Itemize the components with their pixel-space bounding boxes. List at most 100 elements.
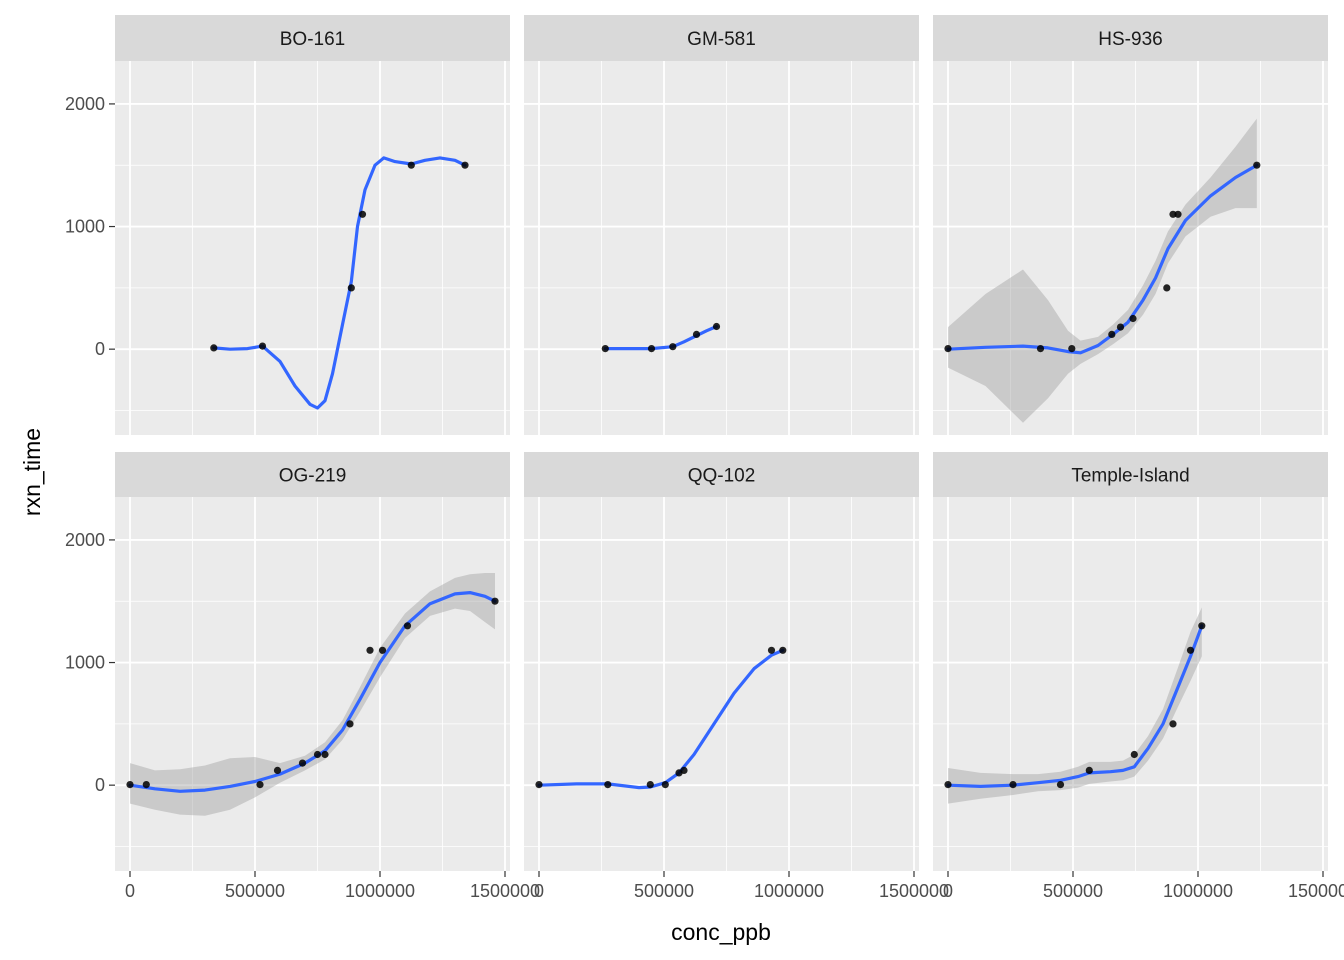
data-point-hs-936-2 — [1068, 345, 1076, 353]
facet-strip-og-219 — [115, 452, 510, 497]
y-tick-label: 2000 — [65, 94, 105, 114]
data-point-temple-island-0 — [944, 781, 952, 789]
data-point-qq-102-1 — [604, 781, 612, 789]
panel-background-qq-102 — [524, 497, 919, 871]
facet-strip-label-hs-936: HS-936 — [1098, 29, 1162, 50]
facet-strip-label-bo-161: BO-161 — [280, 29, 345, 50]
data-point-og-219-7 — [346, 720, 354, 728]
x-tick-label: 500000 — [225, 881, 285, 901]
x-tick-label: 1000000 — [345, 881, 415, 901]
facet-strip-label-qq-102: QQ-102 — [688, 466, 756, 487]
x-tick-label: 1000000 — [754, 881, 824, 901]
data-point-og-219-11 — [491, 597, 499, 605]
smooth-line-og-219 — [128, 591, 497, 793]
panel-background-temple-island — [933, 497, 1328, 871]
x-tick-label: 500000 — [1043, 881, 1103, 901]
panel-background-bo-161 — [115, 61, 510, 435]
smooth-line-temple-island — [946, 624, 1204, 788]
smooth-line-bo-161 — [212, 156, 467, 410]
data-point-temple-island-4 — [1130, 750, 1138, 759]
data-point-hs-936-4 — [1116, 323, 1125, 331]
data-point-og-219-3 — [273, 766, 282, 775]
data-point-qq-102-3 — [661, 781, 669, 789]
data-point-temple-island-6 — [1186, 646, 1195, 654]
data-point-gm-581-3 — [692, 330, 701, 338]
data-point-temple-island-1 — [1009, 781, 1017, 789]
gridlines-hs-936 — [933, 61, 1328, 435]
x-tick-label: 0 — [125, 881, 135, 901]
facet-bo-161: BO-161 — [115, 15, 510, 435]
data-point-temple-island-7 — [1198, 622, 1206, 630]
gridlines-gm-581 — [524, 61, 919, 435]
data-point-hs-936-7 — [1169, 210, 1177, 218]
y-axis-title: rxn_time — [19, 428, 45, 516]
facet-strip-qq-102 — [524, 452, 919, 497]
facet-qq-102: QQ-102 — [524, 452, 919, 871]
data-point-qq-102-0 — [535, 781, 543, 789]
data-point-og-219-4 — [298, 759, 307, 767]
data-point-qq-102-6 — [767, 646, 776, 654]
data-point-hs-936-5 — [1129, 314, 1137, 323]
data-point-bo-161-4 — [407, 161, 415, 169]
data-point-temple-island-3 — [1085, 766, 1093, 775]
data-point-hs-936-1 — [1036, 345, 1045, 353]
data-point-bo-161-2 — [347, 284, 355, 292]
data-point-temple-island-5 — [1169, 720, 1177, 728]
facet-strip-label-temple-island: Temple-Island — [1071, 466, 1189, 487]
x-axis-title: conc_ppb — [671, 919, 771, 945]
facet-panels: BO-161 GM-581 HS-936 OG-219 QQ-102 Temple-Isl… — [115, 15, 1328, 871]
facet-strip-bo-161 — [115, 15, 510, 61]
x-tick-label: 1500000 — [879, 881, 949, 901]
data-point-qq-102-5 — [680, 766, 688, 775]
gridlines-temple-island — [933, 497, 1328, 871]
facet-strip-label-og-219: OG-219 — [279, 466, 347, 487]
data-point-hs-936-9 — [1253, 161, 1261, 169]
smooth-line-gm-581 — [603, 324, 719, 351]
data-point-bo-161-5 — [461, 161, 469, 169]
confidence-band-og-219 — [130, 573, 495, 816]
data-point-hs-936-6 — [1163, 284, 1171, 292]
data-point-hs-936-0 — [944, 345, 952, 353]
facet-strip-label-gm-581: GM-581 — [687, 29, 756, 50]
y-tick-label: 2000 — [65, 530, 105, 550]
data-point-og-219-10 — [403, 622, 412, 630]
data-point-og-219-1 — [142, 781, 150, 789]
data-point-og-219-0 — [126, 781, 134, 789]
panel-background-hs-936 — [933, 61, 1328, 435]
data-point-gm-581-2 — [669, 343, 677, 351]
y-tick-label: 0 — [95, 775, 105, 795]
data-point-og-219-9 — [378, 646, 387, 654]
gridlines-bo-161 — [115, 61, 510, 435]
data-point-og-219-8 — [366, 646, 374, 654]
data-point-gm-581-4 — [712, 322, 721, 331]
data-point-og-219-5 — [313, 750, 322, 759]
data-point-og-219-6 — [321, 750, 329, 759]
x-tick-label: 500000 — [634, 881, 694, 901]
facet-og-219: OG-219 — [115, 452, 510, 871]
data-point-gm-581-1 — [647, 345, 656, 353]
confidence-band-temple-island — [948, 607, 1202, 804]
data-point-qq-102-2 — [646, 781, 654, 789]
data-point-bo-161-1 — [258, 342, 267, 350]
x-tick-label: 1500000 — [470, 881, 540, 901]
data-point-temple-island-2 — [1056, 781, 1065, 789]
data-point-bo-161-0 — [210, 344, 218, 352]
facet-strip-hs-936 — [933, 15, 1328, 61]
data-point-gm-581-0 — [601, 345, 609, 353]
y-tick-label: 1000 — [65, 653, 105, 673]
data-point-hs-936-8 — [1174, 210, 1182, 218]
data-point-og-219-2 — [256, 781, 264, 789]
x-tick-label: 1000000 — [1163, 881, 1233, 901]
gridlines-og-219 — [115, 497, 510, 871]
facet-strip-temple-island — [933, 452, 1328, 497]
panel-background-gm-581 — [524, 61, 919, 435]
facet-hs-936: HS-936 — [933, 15, 1328, 435]
facet-temple-island: Temple-Island — [933, 452, 1328, 871]
x-tick-label: 0 — [534, 881, 544, 901]
y-tick-label: 0 — [95, 339, 105, 359]
panel-background-og-219 — [115, 497, 510, 871]
data-point-hs-936-3 — [1108, 330, 1116, 338]
facet-strip-gm-581 — [524, 15, 919, 61]
